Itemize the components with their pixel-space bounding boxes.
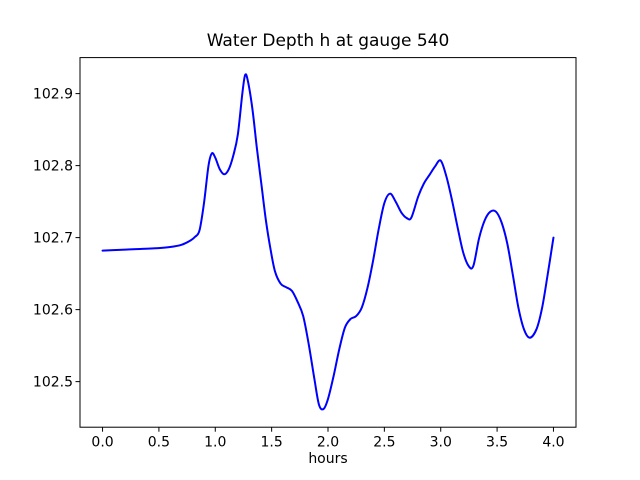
x-tick-label: 2.0 (317, 435, 339, 451)
x-tick-label: 1.0 (204, 435, 226, 451)
chart-title: Water Depth h at gauge 540 (207, 31, 450, 51)
series-line-water-depth (101, 73, 555, 411)
y-tick-label: 102.9 (33, 87, 73, 103)
x-tick-label: 3.5 (486, 435, 508, 451)
x-tick-label: 1.5 (261, 435, 283, 451)
plot-border (79, 57, 577, 428)
x-tick-label: 4.0 (542, 435, 564, 451)
y-tick-label: 102.5 (33, 375, 73, 391)
x-axis-ticks: 0.0 0.5 1.0 1.5 2.0 2.5 3.0 3.5 4.0 (91, 427, 565, 451)
x-axis-label: hours (308, 451, 347, 467)
y-tick-label: 102.6 (33, 303, 73, 319)
x-tick-label: 0.5 (148, 435, 170, 451)
x-tick-label: 3.0 (430, 435, 452, 451)
y-tick-label: 102.8 (33, 159, 73, 175)
x-tick-label: 2.5 (373, 435, 395, 451)
y-tick-label: 102.7 (33, 231, 73, 247)
y-axis-ticks: 102.5 102.6 102.7 102.8 102.9 (33, 87, 80, 391)
x-tick-label: 0.0 (91, 435, 113, 451)
